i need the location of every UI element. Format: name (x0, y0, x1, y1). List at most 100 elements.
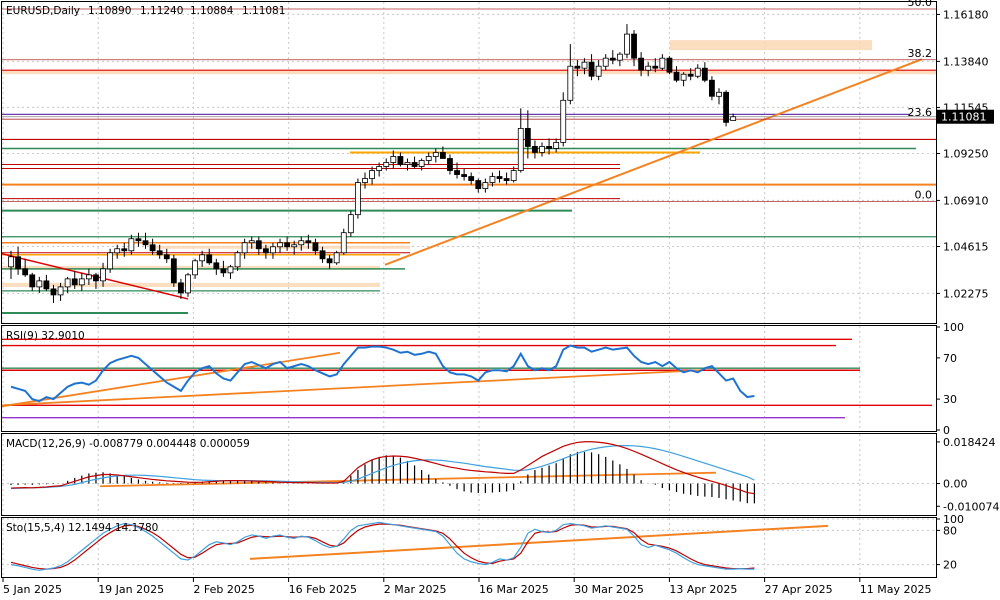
time-axis-label: 27 Apr 2025 (765, 583, 833, 596)
candle-body (50, 288, 57, 296)
stochastic-k-line (10, 521, 755, 571)
candle-body (340, 232, 347, 254)
candle-body (602, 57, 609, 67)
time-axis-label: 2 Feb 2025 (193, 583, 254, 596)
rsi-axis-label: 0 (943, 424, 950, 437)
candle-body (149, 244, 156, 252)
candle-body (298, 240, 305, 246)
candle-body (730, 116, 737, 121)
candle-body (666, 57, 673, 73)
supply-zone (2, 282, 380, 287)
candle-body (369, 170, 375, 179)
candle-body (553, 142, 560, 149)
candle-body (347, 214, 354, 234)
candle-body (461, 174, 468, 177)
candle-body (270, 246, 276, 254)
fibonacci-label: 0.0 (915, 189, 933, 202)
ohlc-open: 1.10890 (88, 5, 131, 17)
macd-axis-label: 0.00 (943, 478, 968, 491)
candle-body (532, 146, 538, 153)
macd-axis-label: -0.010074 (943, 500, 999, 513)
candle-body (22, 268, 29, 276)
candle-body (645, 65, 652, 71)
candle-body (248, 240, 255, 244)
price-axis-label: 1.02275 (943, 287, 989, 300)
macd-signal-line (10, 445, 755, 490)
candle-body (43, 280, 50, 290)
candle-body (15, 256, 21, 270)
candle-body (199, 254, 206, 262)
fibonacci-label: 38.2 (908, 47, 933, 60)
candle-body (581, 61, 588, 69)
candle-body (206, 254, 213, 264)
rsi-title: RSI(9) 32.9010 (6, 330, 85, 342)
candle-body (716, 91, 722, 97)
stochastic-axis-label: 20 (943, 559, 957, 572)
candle-body (404, 162, 411, 165)
stochastic-panel[interactable] (1, 517, 937, 578)
candle-body (595, 65, 602, 77)
candle-body (262, 248, 269, 254)
fibonacci-label: 23.6 (908, 106, 933, 119)
candle-body (93, 274, 99, 282)
price-axis-label: 1.09250 (943, 147, 989, 160)
candle-body (454, 170, 460, 175)
candle-body (496, 176, 503, 179)
candle-body (447, 158, 453, 171)
candle-body (71, 278, 78, 286)
main-chart-title: EURUSD,Daily (6, 5, 80, 17)
candle-body (517, 127, 524, 171)
candle-body (135, 238, 142, 242)
candle-body (36, 280, 43, 288)
candle-body (156, 250, 163, 256)
candle-body (609, 57, 616, 61)
macd-axis-label: 0.018424 (943, 436, 996, 449)
candle-body (312, 242, 319, 252)
candle-body (170, 258, 177, 284)
candle-body (588, 61, 595, 77)
supply-zone (2, 265, 380, 270)
candle-body (652, 65, 659, 69)
current-price-label: 1.11081 (941, 111, 987, 124)
candle-body (439, 152, 446, 159)
candle-body (326, 258, 333, 264)
price-axis-label: 1.04615 (943, 240, 989, 253)
candle-body (694, 67, 701, 77)
candle-body (128, 238, 135, 252)
ohlc-low: 1.10884 (190, 5, 234, 17)
candle-body (687, 73, 694, 77)
current-price-tag (937, 109, 994, 124)
rsi-panel[interactable] (1, 325, 937, 432)
uptrend-line (384, 58, 923, 266)
candle-body (277, 242, 283, 248)
price-axis-label: 1.06910 (943, 194, 989, 207)
candle-body (503, 178, 510, 181)
macd-panel[interactable] (1, 433, 937, 516)
candle-body (383, 162, 390, 167)
candle-body (227, 266, 234, 274)
candle-body (631, 33, 637, 59)
candle-body (624, 33, 630, 55)
candle-body (213, 262, 220, 270)
macd-title: MACD(12,26,9) -0.008779 0.004448 0.00005… (6, 438, 250, 450)
candle-body (659, 57, 666, 69)
time-axis-label: 16 Mar 2025 (479, 583, 549, 596)
time-axis-label: 13 Apr 2025 (669, 583, 737, 596)
ohlc-high: 1.11240 (140, 5, 183, 17)
candle-body (432, 152, 439, 157)
candle-body (107, 252, 114, 270)
time-axis-label: 2 Mar 2025 (384, 583, 447, 596)
candle-body (510, 170, 517, 181)
candle-body (390, 156, 397, 163)
candle-body (255, 240, 262, 250)
candle-body (723, 91, 729, 123)
candle-body (85, 274, 92, 280)
time-axis-label: 19 Jan 2025 (98, 583, 164, 596)
candle-body (574, 65, 581, 69)
candle-body (291, 244, 298, 248)
rsi-trendline (1, 351, 341, 408)
candle-body (185, 274, 191, 294)
time-axis-label: 30 Mar 2025 (574, 583, 644, 596)
candle-body (57, 286, 64, 296)
